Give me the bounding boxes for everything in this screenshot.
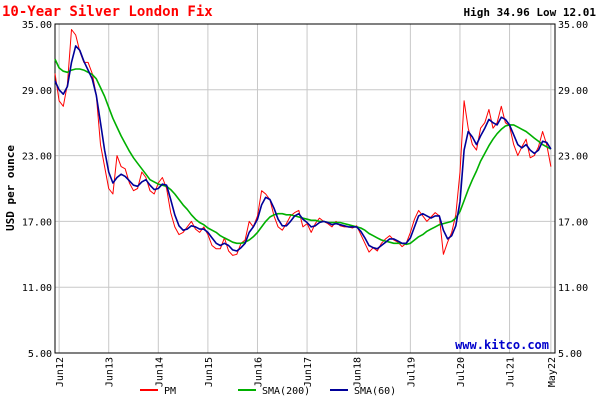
y-tick-label-left: 23.00 bbox=[22, 152, 52, 163]
left-y-axis-ticks: 35.00 29.00 23.00 17.00 11.00 5.00 bbox=[22, 20, 52, 360]
legend: PM SMA(200) SMA(60) bbox=[140, 386, 396, 397]
y-tick-label-right: 35.00 bbox=[558, 20, 588, 31]
x-tick-label: Jun13 bbox=[105, 357, 116, 387]
sma60-series-line bbox=[54, 45, 552, 252]
y-tick-label-left: 5.00 bbox=[28, 349, 52, 360]
x-axis-ticks: Jun12 Jun13 Jun14 Jun15 Jun16 Jun17 Jun18 Jul19… bbox=[55, 357, 558, 387]
y-tick-label-left: 17.00 bbox=[22, 217, 52, 228]
y-axis-label: USD per ounce bbox=[4, 145, 17, 231]
x-tick-label: Jun18 bbox=[353, 357, 364, 387]
pm-series-line bbox=[54, 29, 552, 256]
x-tick-label: May22 bbox=[547, 357, 558, 387]
y-tick-label-left: 29.00 bbox=[22, 86, 52, 97]
x-tick-label: Jun15 bbox=[204, 357, 215, 387]
y-tick-label-right: 29.00 bbox=[558, 86, 588, 97]
y-tick-label-right: 23.00 bbox=[558, 152, 588, 163]
y-tick-label-left: 11.00 bbox=[22, 283, 52, 294]
legend-pm-label: PM bbox=[164, 386, 176, 397]
x-tick-label: Jun12 bbox=[55, 357, 66, 387]
high-low-readout: High 34.96 Low 12.01 bbox=[464, 6, 597, 19]
y-tick-label-right: 11.00 bbox=[558, 283, 588, 294]
legend-sma60-label: SMA(60) bbox=[354, 386, 396, 397]
chart-title: 10-Year Silver London Fix bbox=[2, 4, 213, 20]
legend-sma200-label: SMA(200) bbox=[262, 386, 310, 397]
plot-area-border bbox=[54, 23, 556, 354]
y-tick-label-right: 17.00 bbox=[558, 217, 588, 228]
y-tick-label-right: 5.00 bbox=[558, 349, 582, 360]
x-tick-label: Jun17 bbox=[303, 357, 314, 387]
x-tick-label: Jun14 bbox=[154, 357, 165, 387]
y-tick-label-left: 35.00 bbox=[22, 20, 52, 31]
kitco-watermark: www.kitco.com bbox=[455, 338, 549, 352]
x-tick-label: Jul19 bbox=[406, 357, 417, 387]
x-tick-label: Jun16 bbox=[253, 357, 264, 387]
x-tick-label: Jul21 bbox=[506, 357, 517, 387]
series-layer bbox=[54, 29, 552, 256]
x-tick-label: Jul20 bbox=[456, 357, 467, 387]
right-y-axis-ticks: 35.00 29.00 23.00 17.00 11.00 5.00 bbox=[558, 20, 588, 360]
